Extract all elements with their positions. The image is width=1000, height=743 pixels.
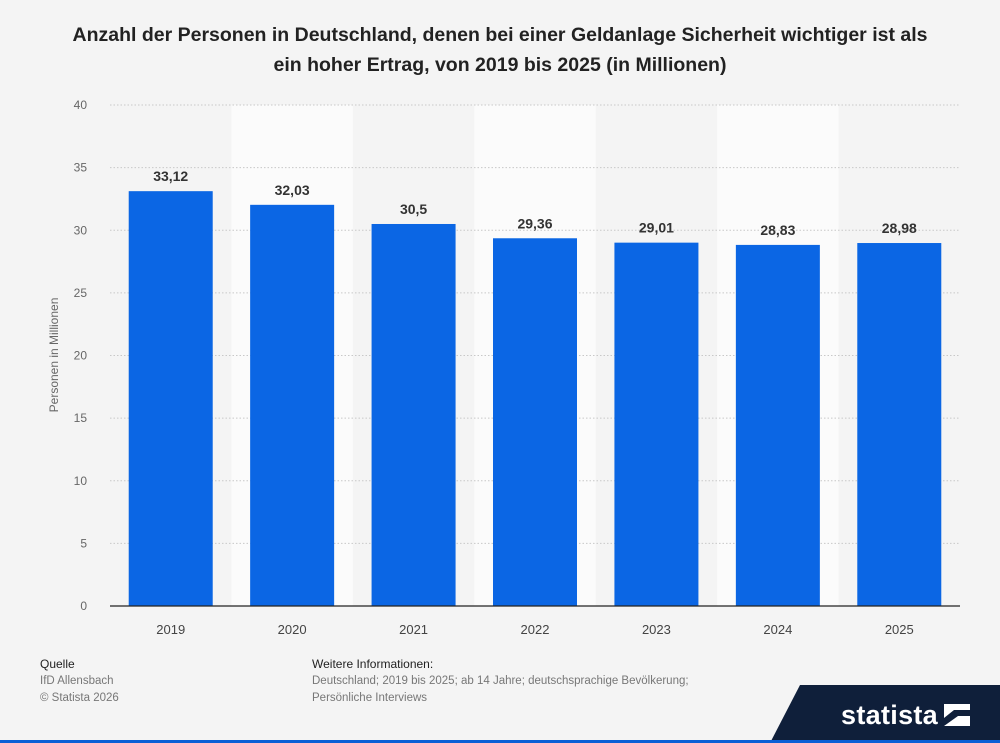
y-tick-label: 35 [74, 161, 88, 175]
y-tick-label: 30 [74, 223, 88, 237]
data-label: 28,83 [760, 222, 795, 238]
info-line: Deutschland; 2019 bis 2025; ab 14 Jahre;… [312, 675, 689, 687]
bar-2019[interactable] [128, 191, 213, 606]
y-axis-label: Personen in Millionen [47, 298, 61, 413]
x-tick-label: 2021 [399, 622, 428, 637]
x-tick-label: 2019 [156, 622, 185, 637]
bar-2022[interactable] [493, 238, 577, 607]
source-heading: Quelle [40, 657, 75, 671]
statista-logo-text: statista [841, 700, 938, 730]
bar-2020[interactable] [250, 204, 335, 606]
y-tick-label: 40 [74, 98, 88, 112]
bottom-accent-line [0, 740, 1000, 743]
copyright-line: © Statista 2026 [40, 692, 119, 704]
y-tick-label: 0 [80, 599, 87, 613]
source-line: IfD Allensbach [40, 675, 114, 687]
data-label: 30,5 [400, 201, 427, 217]
data-label: 28,98 [882, 220, 917, 236]
statista-logo-icon [944, 704, 970, 726]
data-label: 33,12 [153, 168, 188, 184]
data-label: 29,01 [639, 220, 674, 236]
x-tick-label: 2023 [642, 622, 671, 637]
logo-band [770, 685, 1000, 743]
info-line: Persönliche Interviews [312, 692, 428, 704]
info-block: Weitere Informationen: Deutschland; 2019… [312, 656, 689, 707]
bar-2025[interactable] [857, 243, 942, 606]
bar-2021[interactable] [371, 223, 456, 607]
x-tick-label: 2022 [521, 622, 550, 637]
chart-title: Anzahl der Personen in Deutschland, dene… [72, 24, 928, 76]
y-tick-label: 15 [74, 411, 88, 425]
x-tick-label: 2025 [885, 622, 914, 637]
data-label: 29,36 [517, 215, 552, 231]
y-tick-label: 25 [74, 286, 88, 300]
y-tick-label: 5 [80, 536, 87, 550]
x-tick-label: 2020 [278, 622, 307, 637]
bar-2024[interactable] [735, 244, 820, 607]
source-block: Quelle IfD Allensbach © Statista 2026 [40, 656, 119, 707]
y-tick-label: 20 [74, 349, 88, 363]
info-heading: Weitere Informationen: [312, 657, 434, 671]
bar-2023[interactable] [614, 242, 699, 606]
y-tick-label: 10 [74, 474, 88, 488]
data-label: 32,03 [275, 182, 310, 198]
x-tick-label: 2024 [763, 622, 792, 637]
